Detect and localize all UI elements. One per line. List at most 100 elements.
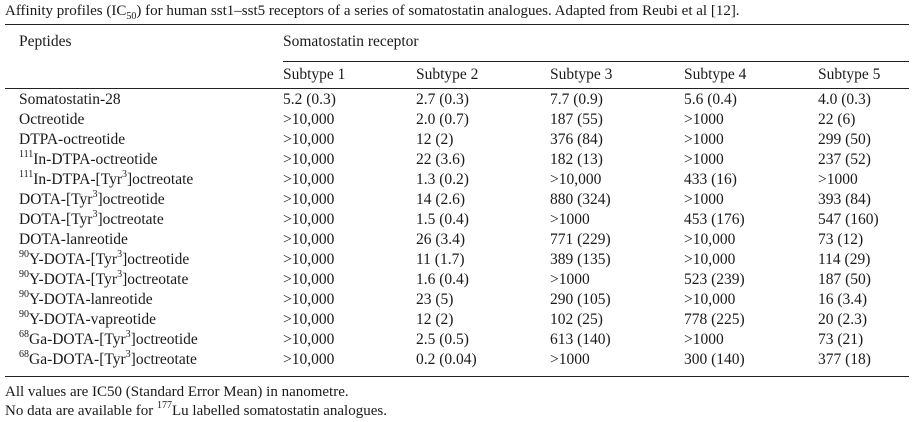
subtype-2-value: 11 (1.7) [416, 251, 465, 268]
peptide-name: 111In-DTPA-octreotide [0, 148, 283, 170]
subtype-2-header: Subtype 2 [416, 66, 479, 83]
subtype-3-value: >1000 [550, 351, 590, 368]
subtype-4-value: >10,000 [684, 231, 736, 248]
subtype-5-value: 22 (6) [818, 111, 856, 128]
peptide-name: Somatostatin-28 [0, 90, 283, 110]
peptide-name-superscript: 3 [92, 208, 98, 220]
subtype-1-value: >10,000 [283, 271, 335, 288]
group-rule [283, 61, 909, 62]
footnote-units: All values are IC50 (Standard Error Mean… [5, 384, 349, 400]
peptide-name: DOTA-[Tyr3]octreotide [0, 188, 283, 210]
subtype-1-value: >10,000 [283, 171, 335, 188]
table-row: DTPA-octreotide >10,000 12 (2) 376 (84) >100… [0, 130, 916, 150]
subtype-2-value: 12 (2) [416, 311, 454, 328]
subtype-1-value: >10,000 [283, 311, 335, 328]
peptide-name-superscript: 3 [125, 328, 131, 340]
subtype-4-value: 433 (16) [684, 171, 737, 188]
peptide-name-part: Octreotide [19, 111, 85, 128]
subtype-2-value: 22 (3.6) [416, 151, 466, 168]
footnote-superscript: 177 [157, 400, 172, 411]
peptide-name: Octreotide [0, 110, 283, 130]
subtype-4-value: >1000 [684, 111, 724, 128]
top-rule [5, 24, 909, 25]
subtype-5-value: 377 (18) [818, 351, 871, 368]
subtype-1-value: >10,000 [283, 231, 335, 248]
subtype-1-value: >10,000 [283, 191, 335, 208]
subtype-3-value: >10,000 [550, 171, 602, 188]
subtype-4-value: 5.6 (0.4) [684, 91, 737, 108]
peptide-name-part: ]octreotate [130, 351, 197, 368]
subtype-5-value: 73 (12) [818, 231, 864, 248]
subtype-2-value: 1.6 (0.4) [416, 271, 469, 288]
peptide-name-part: Ga-DOTA-[Tyr [29, 351, 126, 368]
peptides-header: Peptides [19, 33, 72, 50]
caption-suffix: ) for human sst1–sst5 receptors of a ser… [136, 3, 740, 19]
receptor-group-header: Somatostatin receptor [283, 33, 419, 50]
subtype-2-value: 1.3 (0.2) [416, 171, 469, 188]
subtype-1-value: >10,000 [283, 151, 335, 168]
table-body: Somatostatin-28 5.2 (0.3) 2.7 (0.3) 7.7 (0.… [0, 90, 916, 370]
subtype-3-value: >1000 [550, 211, 590, 228]
peptide-name-part: DTPA-octreotide [19, 131, 126, 148]
table-row: 68Ga-DOTA-[Tyr3]octreotate >10,000 0.2 (0.… [0, 349, 916, 370]
subtype-3-value: >1000 [550, 271, 590, 288]
footnote-no-data: No data are available for 177Lu labelled… [5, 400, 387, 420]
peptide-name: 68Ga-DOTA-[Tyr3]octreotide [0, 328, 283, 350]
peptide-name-superscript: 90 [19, 248, 29, 260]
peptide-name-part: Somatostatin-28 [19, 91, 121, 108]
subtype-1-value: 5.2 (0.3) [283, 91, 336, 108]
subtype-2-value: 1.5 (0.4) [416, 211, 469, 228]
peptide-name: DOTA-[Tyr3]octreotate [0, 208, 283, 230]
peptide-name-part: DOTA-lanreotide [19, 231, 128, 248]
footnote-prefix: No data are available for [5, 403, 157, 419]
peptide-name: 90Y-DOTA-[Tyr3]octreotate [0, 268, 283, 290]
subtype-2-value: 0.2 (0.04) [416, 351, 477, 368]
table-row: DOTA-[Tyr3]octreotate >10,000 1.5 (0.4) >10… [0, 208, 916, 230]
subtype-2-value: 2.7 (0.3) [416, 91, 469, 108]
peptide-name-part: DOTA-[Tyr [19, 211, 93, 228]
subtype-4-value: 523 (239) [684, 271, 745, 288]
subtype-2-value: 2.0 (0.7) [416, 111, 469, 128]
peptide-name-part: Y-DOTA-lanreotide [29, 291, 153, 308]
subtype-1-value: >10,000 [283, 291, 335, 308]
subtype-4-value: >1000 [684, 151, 724, 168]
peptide-name-superscript: 3 [117, 268, 123, 280]
subtype-1-value: >10,000 [283, 351, 335, 368]
peptide-name-superscript: 3 [92, 188, 98, 200]
peptide-name-superscript: 3 [122, 168, 128, 180]
peptide-name: DOTA-lanreotide [0, 230, 283, 250]
subtype-5-value: 547 (160) [818, 211, 879, 228]
peptide-name-part: Y-DOTA-[Tyr [29, 251, 118, 268]
subtype-3-value: 771 (229) [550, 231, 611, 248]
peptide-name-superscript: 90 [19, 288, 29, 300]
subtype-1-value: >10,000 [283, 251, 335, 268]
subtype-5-value: 4.0 (0.3) [818, 91, 871, 108]
subtype-5-value: 299 (50) [818, 131, 871, 148]
peptide-name-superscript: 111 [19, 148, 34, 160]
peptide-name-part: In-DTPA-[Tyr [33, 171, 123, 188]
table-caption: Affinity profiles (IC50) for human sst1–… [5, 2, 740, 22]
subtype-4-value: >10,000 [684, 291, 736, 308]
subtype-3-value: 376 (84) [550, 131, 603, 148]
header-rule [5, 88, 909, 89]
subtype-3-value: 182 (13) [550, 151, 603, 168]
subtype-3-value: 613 (140) [550, 331, 611, 348]
subtype-4-value: >1000 [684, 191, 724, 208]
subtype-1-value: >10,000 [283, 111, 335, 128]
peptide-name-part: ]octreotate [127, 171, 194, 188]
table-row: 68Ga-DOTA-[Tyr3]octreotide >10,000 2.5 (0.… [0, 328, 916, 350]
subtype-2-value: 2.5 (0.5) [416, 331, 469, 348]
subtype-3-value: 389 (135) [550, 251, 611, 268]
subtype-3-header: Subtype 3 [550, 66, 613, 83]
peptide-name-part: Y-DOTA-[Tyr [29, 271, 118, 288]
subtype-5-value: 114 (29) [818, 251, 871, 268]
peptide-name: 90Y-DOTA-vapreotide [0, 309, 283, 330]
peptide-name: DTPA-octreotide [0, 130, 283, 150]
table-row: Octreotide >10,000 2.0 (0.7) 187 (55) >1000 2… [0, 110, 916, 130]
peptide-name-part: DOTA-[Tyr [19, 191, 93, 208]
table-row: 90Y-DOTA-[Tyr3]octreotide >10,000 11 (1.7)… [0, 248, 916, 270]
caption-prefix: Affinity profiles (IC [5, 3, 127, 19]
subtype-3-value: 290 (105) [550, 291, 611, 308]
peptide-name: 111In-DTPA-[Tyr3]octreotate [0, 168, 283, 190]
subtype-4-value: 453 (176) [684, 211, 745, 228]
